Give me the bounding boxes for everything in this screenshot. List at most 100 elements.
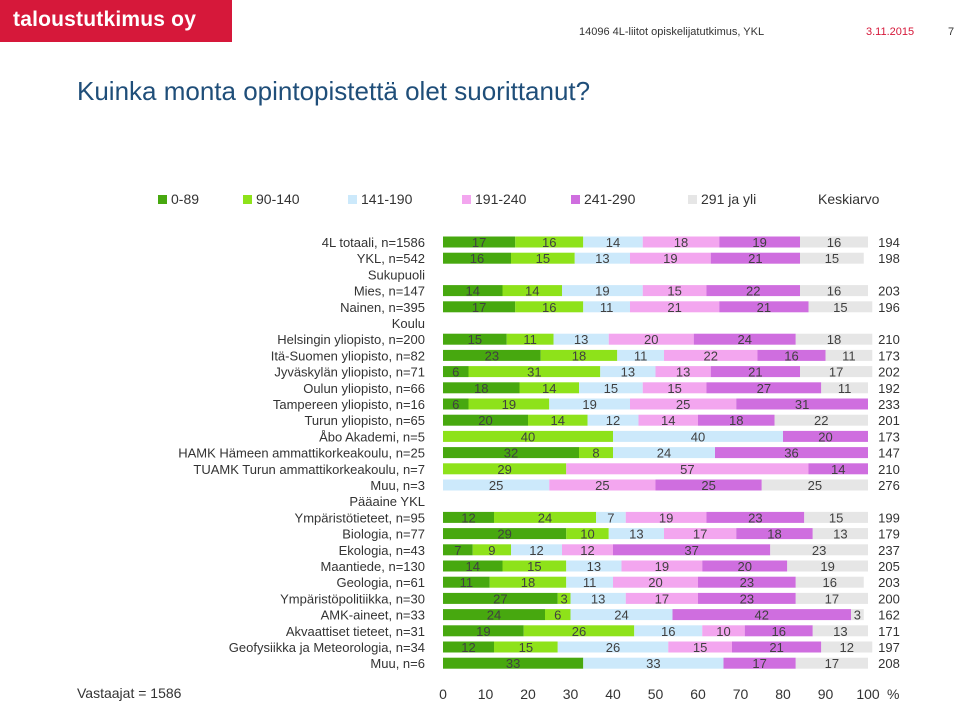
row-label: Muu, n=6 [370, 656, 425, 671]
bar-segment [655, 479, 762, 491]
bar-segment [443, 366, 469, 378]
data-label: 14 [606, 235, 620, 250]
data-label: 23 [740, 575, 754, 590]
bar-segment [638, 414, 698, 426]
data-label: 19 [820, 559, 834, 574]
mean-value: 197 [878, 640, 900, 655]
data-label: 31 [527, 365, 541, 380]
bar-segment [625, 511, 707, 523]
bar-segment [851, 609, 864, 621]
mean-value: 179 [878, 527, 900, 542]
legend-swatch-4 [462, 195, 471, 204]
bar-segment [443, 382, 520, 394]
bar-segment [443, 301, 516, 313]
x-tick-label: 50 [648, 686, 664, 702]
bar-segment [825, 349, 873, 361]
bar-segment [506, 333, 554, 345]
bar-segment [468, 366, 601, 378]
legend-label-4: 191-240 [475, 191, 527, 207]
data-label: 7 [454, 543, 461, 558]
row-label: Koulu [392, 316, 425, 331]
data-label: 13 [629, 527, 643, 542]
data-label: 20 [738, 559, 752, 574]
mean-value: 171 [878, 624, 900, 639]
x-tick-label: 100 [856, 686, 880, 702]
row-label: Mies, n=147 [354, 284, 425, 299]
data-label: 27 [757, 381, 771, 396]
bar-segment [502, 285, 562, 297]
data-label: 17 [472, 235, 486, 250]
bar-segment [443, 447, 579, 459]
bar-segment [443, 528, 567, 540]
bar-segment [587, 414, 639, 426]
bar-segment [710, 252, 800, 264]
data-label: 25 [489, 478, 503, 493]
bar-segment [719, 236, 800, 248]
bar-segment [655, 366, 711, 378]
row-label: Turun yliopisto, n=65 [304, 413, 425, 428]
row-label: Ympäristöpolitiikka, n=30 [280, 591, 425, 606]
bar-segment [443, 398, 469, 410]
bar-segment [468, 398, 550, 410]
bar-segment [443, 430, 613, 442]
legend-swatch-3 [348, 195, 357, 204]
data-label: 24 [738, 332, 752, 347]
bar-segment [795, 592, 868, 604]
data-label: 14 [661, 413, 675, 428]
data-label: 20 [644, 332, 658, 347]
mean-value: 203 [878, 284, 900, 299]
data-label: 17 [752, 656, 766, 671]
bar-segment [519, 382, 579, 394]
data-label: 17 [693, 527, 707, 542]
bar-segment [443, 333, 507, 345]
x-tick-label: 0 [439, 686, 447, 702]
data-label: 18 [572, 348, 586, 363]
data-label: 29 [497, 527, 511, 542]
bar-segment [613, 430, 783, 442]
mean-value: 196 [878, 300, 900, 315]
data-label: 26 [606, 640, 620, 655]
mean-value: 237 [878, 543, 900, 558]
bar-segment [545, 609, 571, 621]
data-label: 17 [655, 591, 669, 606]
bar-segment [736, 398, 868, 410]
bar-segment [443, 349, 541, 361]
bar-segment [630, 252, 711, 264]
data-label: 13 [621, 365, 635, 380]
bar-segment [783, 430, 868, 442]
data-label: 14 [466, 559, 480, 574]
bar-segment [502, 560, 567, 572]
bar-segment [443, 576, 490, 588]
bar-segment [443, 285, 503, 297]
data-label: 33 [506, 656, 520, 671]
mean-value: 200 [878, 591, 900, 606]
bar-segment [583, 657, 724, 669]
row-label: Tampereen yliopisto, n=16 [273, 397, 425, 412]
data-label: 16 [470, 251, 484, 266]
data-label: 12 [606, 413, 620, 428]
data-label: 19 [595, 284, 609, 299]
mean-value: 202 [878, 365, 900, 380]
data-label: 21 [757, 300, 771, 315]
data-label: 14 [831, 462, 845, 477]
data-label: 16 [827, 235, 841, 250]
data-label: 10 [580, 527, 594, 542]
x-tick-label: 30 [563, 686, 579, 702]
bar-segment [596, 511, 626, 523]
data-label: 17 [825, 591, 839, 606]
data-label: 11 [842, 348, 856, 363]
data-label: 16 [542, 235, 556, 250]
survey-info: 14096 4L-liitot opiskelijatutkimus, YKL [579, 26, 765, 38]
data-label: 11 [523, 332, 537, 347]
bar-segment [511, 252, 575, 264]
bar-segment [443, 592, 558, 604]
mean-value: 162 [878, 608, 900, 623]
bar-segment [812, 528, 868, 540]
bar-segment [443, 479, 550, 491]
data-label: 14 [542, 381, 556, 396]
row-label: Itä-Suomen yliopisto, n=82 [271, 348, 425, 363]
data-label: 15 [604, 381, 618, 396]
bar-segment [625, 592, 698, 604]
bar-segment [664, 528, 737, 540]
data-label: 57 [680, 462, 694, 477]
